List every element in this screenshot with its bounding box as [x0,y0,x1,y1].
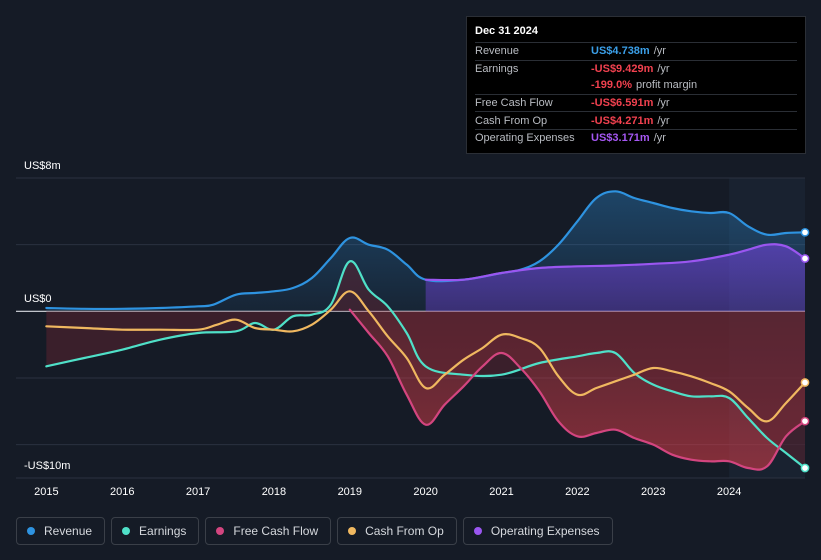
tooltip-row-operating-expenses: Operating Expenses US$3.171m /yr [475,128,797,147]
tooltip-row-earnings: Earnings -US$9.429m /yr [475,59,797,78]
legend-label: Operating Expenses [490,524,600,538]
y-tick-label-bottom: -US$10m [24,460,71,472]
y-tick-label-top: US$8m [24,160,61,172]
legend-item-earnings[interactable]: Earnings [111,517,200,545]
legend-dot-icon [216,527,225,535]
tooltip-label: Revenue [475,45,520,58]
tooltip-value: -US$9.429m [591,62,654,75]
y-tick-label-zero: US$0 [24,293,52,305]
x-tick-label: 2024 [717,486,741,498]
tooltip-unit: /yr [657,114,670,127]
tooltip-label: Free Cash Flow [475,97,553,110]
tooltip-date: Dec 31 2024 [475,25,538,37]
x-tick-label: 2017 [186,486,210,498]
legend-label: Free Cash Flow [233,524,319,538]
legend-label: Earnings [139,524,187,538]
cash-from-op-line [45,290,807,423]
tooltip-row-profit-margin: -199.0% profit margin [475,77,797,94]
operating-expenses-area [425,244,805,312]
tooltip-value: US$3.171m [591,132,650,145]
x-tick-label: 2019 [338,486,362,498]
tooltip-unit: profit margin [635,79,698,92]
x-tick-label: 2020 [413,486,437,498]
tooltip-row-cash-from-op: Cash From Op -US$4.271m /yr [475,111,797,129]
tooltip-label: Cash From Op [475,114,548,127]
earnings-area [46,261,806,468]
tooltip-label: Earnings [475,62,519,75]
x-tick-label: 2022 [565,486,589,498]
tooltip-label: Operating Expenses [475,132,575,145]
x-tick-label: 2021 [489,486,513,498]
earnings-endpoint [800,463,810,473]
x-axis-ticks: 2015 2016 2017 2018 2019 2020 2021 2022 2023 2024 [34,486,741,498]
free-cash-flow-line [348,308,807,471]
legend-dot-icon [27,527,35,535]
tooltip-unit: /yr [657,97,670,110]
chart-lines [45,190,807,471]
chart-areas [46,191,806,470]
tooltip-unit: /yr [657,62,670,75]
legend-label: Revenue [44,524,93,538]
free-cash-flow-endpoint [800,416,810,426]
legend-item-cash-from-op[interactable]: Cash From Op [337,517,457,545]
legend-dot-icon [348,527,357,535]
tooltip-row-free-cash-flow: Free Cash Flow -US$6.591m /yr [475,93,797,112]
legend-dot-icon [473,527,482,535]
earnings-line [45,260,807,470]
legend-label: Cash From Op [365,524,444,538]
tooltip-value: -US$6.591m [591,97,654,110]
tooltip-row-revenue: Revenue US$4.738m /yr [475,42,797,60]
legend-item-operating-expenses[interactable]: Operating Expenses [462,517,613,545]
tooltip-value: US$4.738m [591,45,650,58]
operating-expenses-line [424,243,807,282]
tooltip-unit: /yr [653,45,666,58]
operating-expenses-endpoint [800,254,810,263]
legend-item-revenue[interactable]: Revenue [16,517,106,545]
series-endpoints [800,227,810,473]
tooltip-value: -US$4.271m [591,114,654,127]
legend-dot-icon [122,527,131,535]
chart-legend: Revenue Earnings Free Cash Flow Cash Fro… [16,517,613,545]
data-tooltip: Dec 31 2024 Revenue US$4.738m /yr Earnin… [466,16,806,154]
x-tick-label: 2023 [641,486,665,498]
x-tick-label: 2018 [262,486,286,498]
legend-item-free-cash-flow[interactable]: Free Cash Flow [205,517,332,545]
x-tick-label: 2016 [110,486,134,498]
tooltip-unit: /yr [653,132,666,145]
cash-from-op-endpoint [800,378,810,387]
tooltip-value: -199.0% [591,79,632,92]
x-tick-label: 2015 [34,486,58,498]
revenue-endpoint [800,227,810,237]
